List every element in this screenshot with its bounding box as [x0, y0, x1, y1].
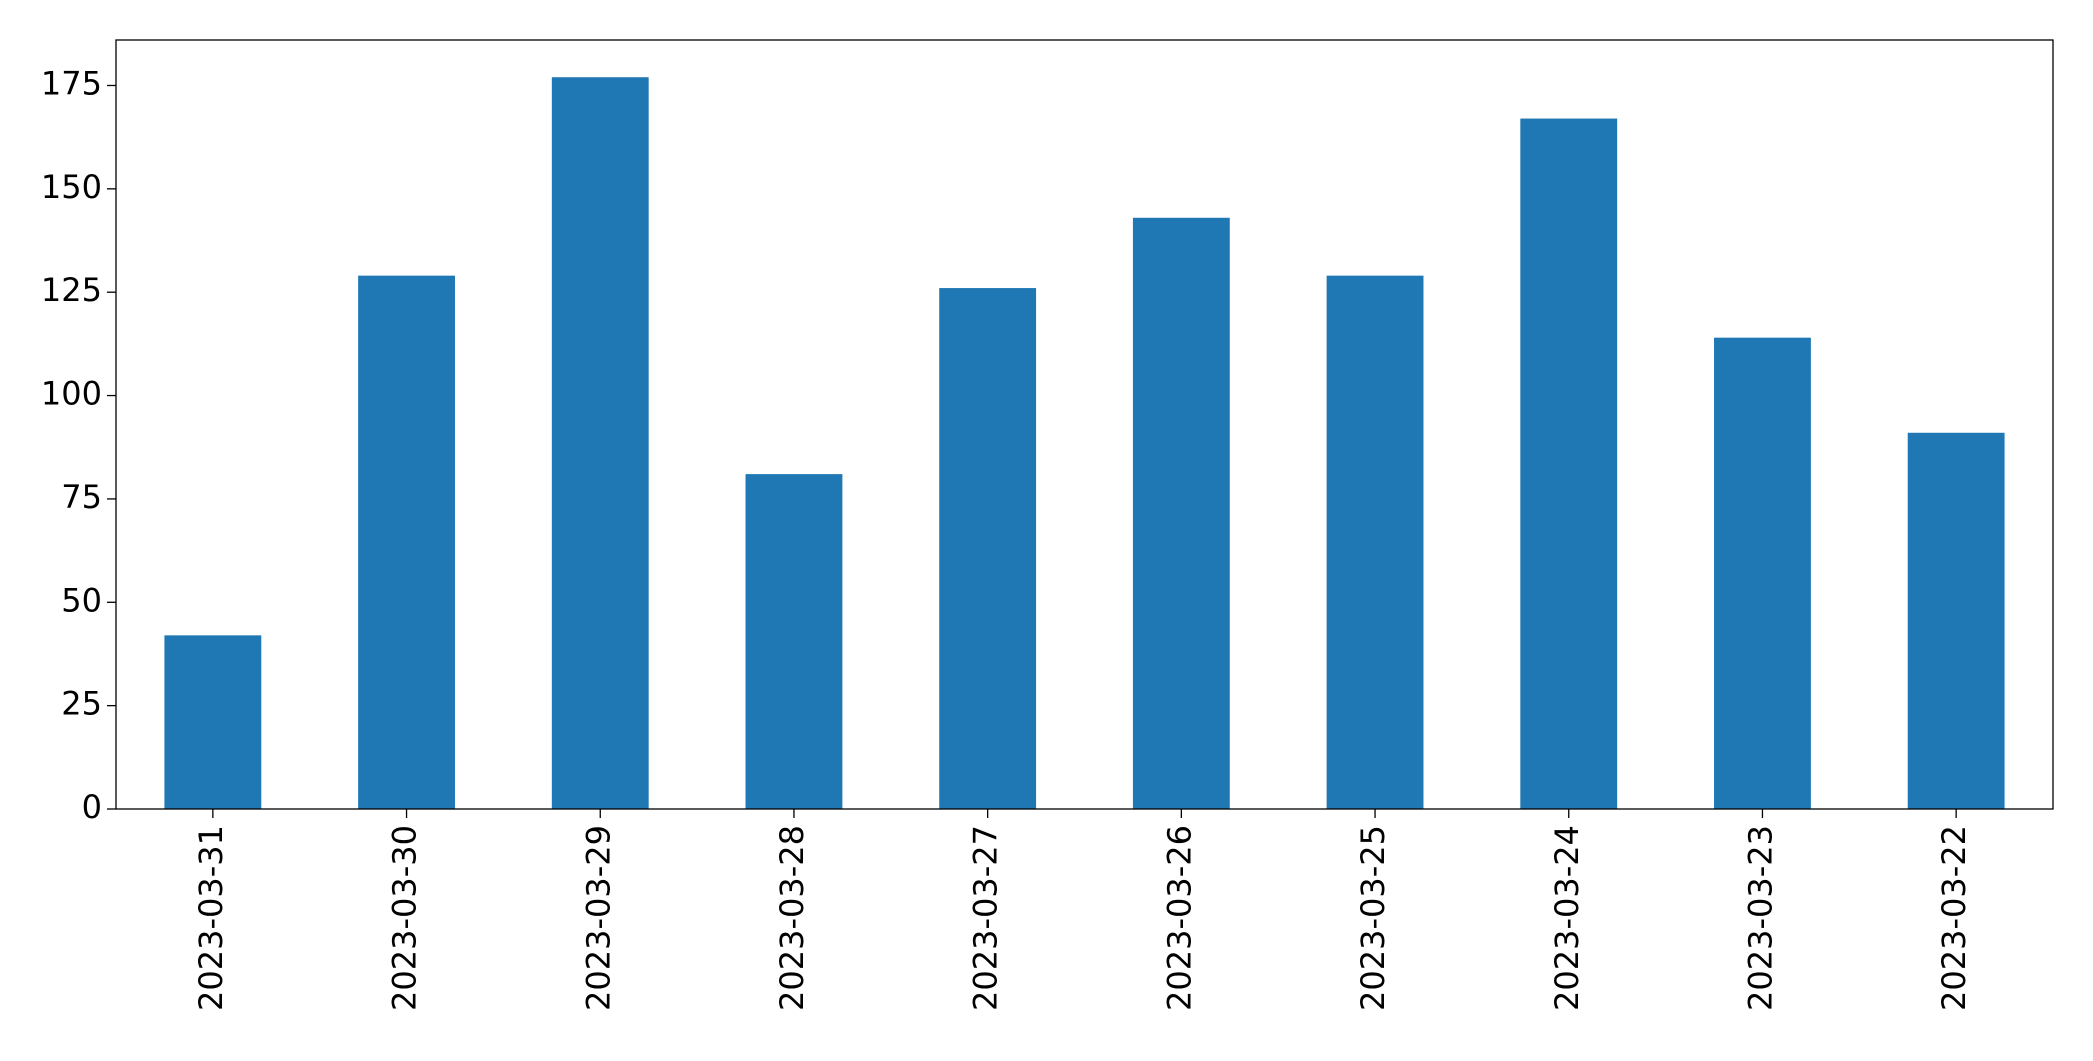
bar: [1132, 217, 1230, 810]
bar: [939, 288, 1037, 809]
x-tick-label: 2023-03-27: [967, 825, 1005, 1011]
y-tick-label: 100: [41, 375, 102, 413]
y-tick-label: 150: [41, 168, 102, 206]
x-tick-label: 2023-03-31: [192, 825, 230, 1011]
x-tick-label: 2023-03-23: [1741, 825, 1779, 1011]
bar: [551, 77, 649, 810]
y-tick-label: 125: [41, 271, 102, 309]
plot-frame: [115, 39, 2054, 810]
y-tick-label: 175: [41, 64, 102, 102]
bar: [1907, 432, 2005, 809]
bar: [358, 275, 455, 810]
y-tick-label: 0: [82, 788, 102, 826]
x-tick-label: 2023-03-25: [1354, 825, 1392, 1011]
bar: [1326, 275, 1424, 810]
x-tick-label: 2023-03-30: [386, 825, 424, 1011]
y-tick-label: 50: [61, 581, 102, 619]
x-tick-label: 2023-03-26: [1160, 825, 1198, 1011]
bar: [164, 635, 262, 809]
x-tick-label: 2023-03-24: [1548, 825, 1586, 1011]
x-tick-label: 2023-03-28: [773, 825, 811, 1011]
x-tick-label: 2023-03-29: [579, 825, 617, 1011]
y-tick-label: 25: [61, 685, 102, 723]
x-tick-label: 2023-03-22: [1935, 825, 1973, 1011]
bar: [745, 474, 843, 809]
y-tick-label: 75: [61, 478, 102, 516]
bar: [1520, 118, 1618, 809]
bar: [1714, 337, 1811, 809]
